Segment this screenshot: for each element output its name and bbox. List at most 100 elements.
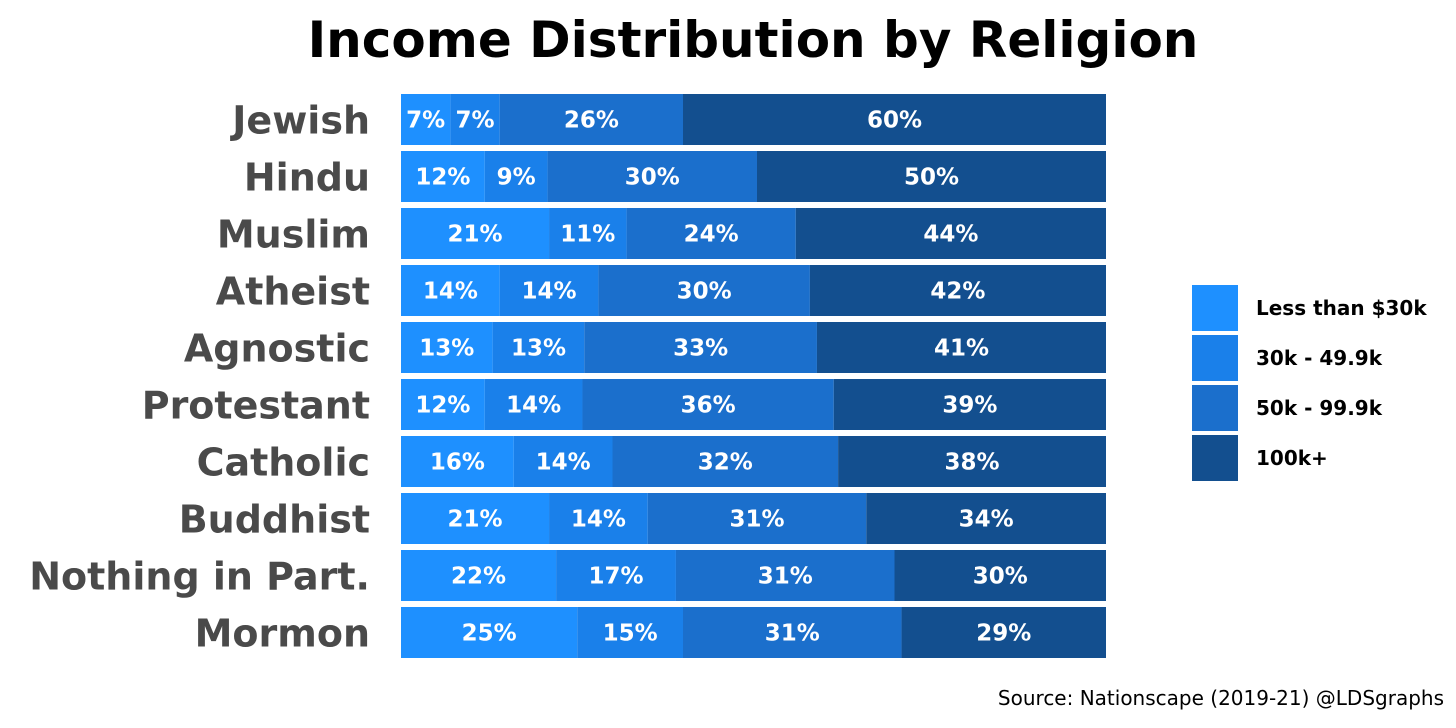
value-label-atheist-100k: 42% — [930, 279, 985, 305]
bar-hindu-30k-49-9k — [484, 151, 548, 202]
bar-buddhist-less-than-30k — [401, 493, 550, 544]
bar-nothing-in-part-less-than-30k — [401, 550, 557, 601]
bar-mormon-50k-99-9k — [683, 607, 902, 658]
value-label-protestant-30k-49-9k: 14% — [506, 393, 561, 419]
bar-nothing-in-part-30k-49-9k — [556, 550, 676, 601]
bar-atheist-less-than-30k — [401, 265, 500, 316]
value-label-hindu-30k-49-9k: 9% — [497, 165, 536, 191]
bar-nothing-in-part-50k-99-9k — [675, 550, 895, 601]
bar-atheist-30k-49-9k — [499, 265, 599, 316]
value-label-agnostic-100k: 41% — [934, 336, 989, 362]
category-label-agnostic: Agnostic — [184, 327, 370, 371]
value-label-muslim-50k-99-9k: 24% — [684, 222, 739, 248]
value-label-atheist-30k-49-9k: 14% — [522, 279, 577, 305]
legend-label-50k-99-9k: 50k - 99.9k — [1256, 396, 1383, 420]
bar-jewish-50k-99-9k — [499, 94, 683, 145]
legend-swatch-100k — [1192, 435, 1238, 481]
legend-label-100k: 100k+ — [1256, 446, 1328, 470]
value-label-jewish-100k: 60% — [867, 108, 922, 134]
bar-jewish-100k — [683, 94, 1106, 145]
bar-agnostic-less-than-30k — [401, 322, 493, 373]
legend-swatch-less-than-30k — [1192, 285, 1238, 331]
value-label-catholic-50k-99-9k: 32% — [698, 450, 753, 476]
value-label-atheist-less-than-30k: 14% — [423, 279, 478, 305]
bar-mormon-100k — [901, 607, 1106, 658]
bar-mormon-less-than-30k — [401, 607, 578, 658]
value-label-muslim-30k-49-9k: 11% — [560, 222, 615, 248]
bar-hindu-less-than-30k — [401, 151, 485, 202]
legend-label-less-than-30k: Less than $30k — [1256, 296, 1427, 320]
bar-buddhist-100k — [866, 493, 1106, 544]
legend: Less than $30k 30k - 49.9k 50k - 99.9k 100k… — [1192, 285, 1427, 481]
bar-hindu-50k-99-9k — [547, 151, 757, 202]
category-label-atheist: Atheist — [216, 270, 370, 314]
value-label-mormon-50k-99-9k: 31% — [765, 621, 820, 647]
value-label-nothing-in-part-30k-49-9k: 17% — [588, 564, 643, 590]
legend-label-30k-49-9k: 30k - 49.9k — [1256, 346, 1383, 370]
value-label-protestant-100k: 39% — [942, 393, 997, 419]
value-label-muslim-less-than-30k: 21% — [447, 222, 502, 248]
value-label-nothing-in-part-less-than-30k: 22% — [451, 564, 506, 590]
bars-group: Jewish 7% 7% 26% 60% Hindu 12% 9% 30% 50% Muslim 21… — [29, 94, 1106, 658]
legend-swatch-30k-49-9k — [1192, 335, 1238, 381]
bar-catholic-30k-49-9k — [513, 436, 613, 487]
category-label-buddhist: Buddhist — [179, 498, 370, 542]
bar-nothing-in-part-100k — [894, 550, 1106, 601]
value-label-buddhist-50k-99-9k: 31% — [729, 507, 784, 533]
bar-catholic-less-than-30k — [401, 436, 514, 487]
value-label-hindu-50k-99-9k: 30% — [625, 165, 680, 191]
value-label-catholic-30k-49-9k: 14% — [536, 450, 591, 476]
value-label-hindu-less-than-30k: 12% — [415, 165, 470, 191]
value-label-buddhist-30k-49-9k: 14% — [571, 507, 626, 533]
value-label-nothing-in-part-100k: 30% — [973, 564, 1028, 590]
value-label-jewish-less-than-30k: 7% — [406, 108, 445, 134]
value-label-buddhist-100k: 34% — [959, 507, 1014, 533]
value-label-mormon-100k: 29% — [976, 621, 1031, 647]
bar-protestant-50k-99-9k — [582, 379, 834, 430]
category-label-mormon: Mormon — [195, 612, 370, 656]
bar-agnostic-100k — [816, 322, 1106, 373]
bar-catholic-50k-99-9k — [612, 436, 839, 487]
bar-buddhist-50k-99-9k — [647, 493, 867, 544]
value-label-muslim-100k: 44% — [923, 222, 978, 248]
category-label-muslim: Muslim — [217, 213, 370, 257]
bar-atheist-100k — [809, 265, 1106, 316]
category-label-catholic: Catholic — [197, 441, 370, 485]
value-label-jewish-30k-49-9k: 7% — [455, 108, 494, 134]
category-label-protestant: Protestant — [142, 384, 370, 428]
value-label-agnostic-30k-49-9k: 13% — [511, 336, 566, 362]
category-label-jewish: Jewish — [229, 99, 370, 143]
value-label-agnostic-50k-99-9k: 33% — [673, 336, 728, 362]
bar-muslim-30k-49-9k — [549, 208, 627, 259]
value-label-mormon-30k-49-9k: 15% — [603, 621, 658, 647]
value-label-protestant-50k-99-9k: 36% — [681, 393, 736, 419]
bar-muslim-less-than-30k — [401, 208, 550, 259]
bar-catholic-100k — [838, 436, 1106, 487]
value-label-catholic-less-than-30k: 16% — [430, 450, 485, 476]
bar-jewish-less-than-30k — [401, 94, 451, 145]
value-label-catholic-100k: 38% — [945, 450, 1000, 476]
value-label-jewish-50k-99-9k: 26% — [564, 108, 619, 134]
bar-protestant-100k — [833, 379, 1106, 430]
bar-atheist-50k-99-9k — [598, 265, 810, 316]
bar-jewish-30k-49-9k — [450, 94, 500, 145]
value-label-buddhist-less-than-30k: 21% — [447, 507, 502, 533]
bar-protestant-less-than-30k — [401, 379, 485, 430]
category-label-nothing-in-part: Nothing in Part. — [29, 555, 370, 599]
bar-muslim-100k — [795, 208, 1106, 259]
source-note: Source: Nationscape (2019-21) @LDSgraphs — [998, 686, 1444, 710]
category-label-hindu: Hindu — [244, 156, 370, 200]
legend-swatch-50k-99-9k — [1192, 385, 1238, 431]
bar-muslim-50k-99-9k — [626, 208, 796, 259]
bar-hindu-100k — [756, 151, 1106, 202]
bar-agnostic-50k-99-9k — [584, 322, 817, 373]
value-label-hindu-100k: 50% — [904, 165, 959, 191]
value-label-agnostic-less-than-30k: 13% — [419, 336, 474, 362]
bar-agnostic-30k-49-9k — [492, 322, 585, 373]
bar-buddhist-30k-49-9k — [549, 493, 648, 544]
chart-title: Income Distribution by Religion — [308, 11, 1199, 69]
bar-mormon-30k-49-9k — [577, 607, 683, 658]
value-label-nothing-in-part-50k-99-9k: 31% — [758, 564, 813, 590]
value-label-atheist-50k-99-9k: 30% — [677, 279, 732, 305]
